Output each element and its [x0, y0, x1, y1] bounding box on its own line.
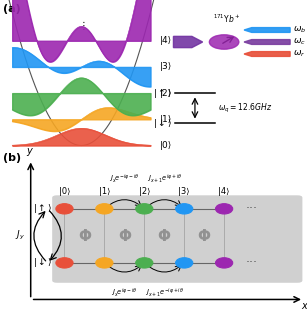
Text: (b): (b): [3, 153, 21, 163]
FancyBboxPatch shape: [52, 195, 302, 283]
Text: Φ: Φ: [198, 229, 211, 244]
Ellipse shape: [136, 204, 153, 214]
Text: ···: ···: [246, 202, 258, 215]
Text: $\omega_b$: $\omega_b$: [293, 25, 306, 35]
Text: $|\uparrow\rangle$: $|\uparrow\rangle$: [153, 87, 172, 99]
FancyArrow shape: [173, 36, 203, 48]
FancyArrow shape: [244, 52, 290, 57]
FancyArrow shape: [244, 28, 290, 32]
Text: (a): (a): [3, 5, 21, 15]
Text: |4⟩: |4⟩: [160, 36, 172, 45]
Text: Φ: Φ: [78, 229, 91, 244]
Ellipse shape: [96, 204, 113, 214]
Ellipse shape: [176, 204, 193, 214]
Text: $\omega_q = 12.6GHz$: $\omega_q = 12.6GHz$: [218, 101, 272, 115]
Text: |0⟩: |0⟩: [59, 187, 70, 196]
Text: |2⟩: |2⟩: [138, 187, 150, 196]
Text: ···: ···: [246, 256, 258, 269]
Text: |2⟩: |2⟩: [160, 89, 172, 98]
Circle shape: [209, 35, 239, 49]
FancyArrow shape: [244, 40, 290, 44]
Text: |0⟩: |0⟩: [160, 141, 172, 150]
Text: $J_{x+1} e^{-i\varphi+i\theta}$: $J_{x+1} e^{-i\varphi+i\theta}$: [145, 287, 184, 299]
Text: $\omega_c$: $\omega_c$: [293, 37, 305, 47]
Text: $\vdots$: $\vdots$: [78, 19, 85, 32]
Text: $|\downarrow\rangle$: $|\downarrow\rangle$: [153, 116, 172, 129]
Ellipse shape: [216, 204, 233, 214]
Text: $J_x e^{-i\varphi-i\theta}$: $J_x e^{-i\varphi-i\theta}$: [109, 172, 139, 185]
Text: $J_x e^{i\varphi-i\theta}$: $J_x e^{i\varphi-i\theta}$: [111, 287, 138, 299]
Ellipse shape: [136, 258, 153, 268]
Text: $\omega_r$: $\omega_r$: [293, 49, 305, 59]
Text: $|\uparrow\rangle$: $|\uparrow\rangle$: [33, 202, 52, 215]
Ellipse shape: [96, 258, 113, 268]
Ellipse shape: [56, 204, 73, 214]
Text: $J_{x+1} e^{i\varphi+i\theta}$: $J_{x+1} e^{i\varphi+i\theta}$: [147, 172, 182, 185]
Text: |1⟩: |1⟩: [99, 187, 110, 196]
Text: y: y: [26, 146, 32, 156]
Text: Φ: Φ: [118, 229, 131, 244]
Text: Φ: Φ: [158, 229, 171, 244]
Text: |1⟩: |1⟩: [160, 115, 172, 124]
Ellipse shape: [56, 258, 73, 268]
Text: |3⟩: |3⟩: [160, 62, 172, 71]
Text: $|\downarrow\rangle$: $|\downarrow\rangle$: [33, 256, 52, 269]
Text: $^{171}$Y$b^+$: $^{171}$Y$b^+$: [213, 12, 241, 25]
Ellipse shape: [216, 258, 233, 268]
Text: |3⟩: |3⟩: [178, 187, 190, 196]
Text: |4⟩: |4⟩: [218, 187, 230, 196]
Text: x: x: [301, 301, 307, 309]
Text: $J_y$: $J_y$: [15, 229, 25, 242]
Ellipse shape: [176, 258, 193, 268]
